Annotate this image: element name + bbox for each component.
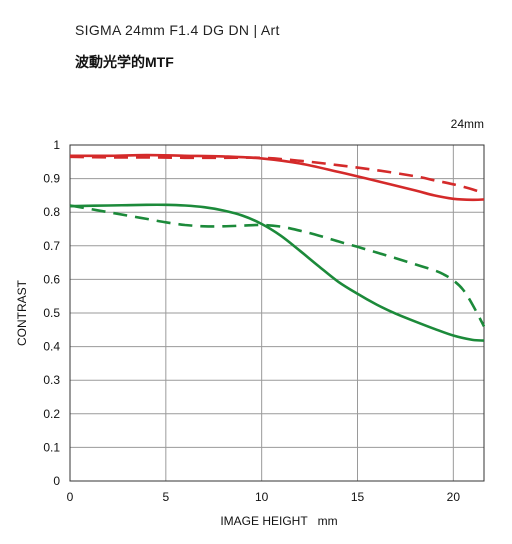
- y-axis-label: CONTRAST: [15, 279, 29, 346]
- y-tick-label: 0.9: [43, 172, 60, 186]
- x-tick-label: 20: [447, 490, 461, 504]
- grid-lines: [69, 144, 484, 482]
- mtf-series-line-1: [69, 153, 485, 202]
- y-tick-label: 0.8: [43, 205, 60, 219]
- chart-title: SIGMA 24mm F1.4 DG DN | Art: [75, 22, 280, 38]
- x-axis-label: IMAGE HEIGHT mm: [220, 514, 337, 528]
- y-tick-label: 0.4: [43, 340, 60, 354]
- x-tick-label: 0: [67, 490, 74, 504]
- x-tick-labels: 0 5 10 15 20: [67, 490, 461, 504]
- plot-frame: [69, 144, 485, 482]
- x-tick-label: 5: [162, 490, 169, 504]
- y-tick-label: 0.2: [43, 407, 60, 421]
- mtf-series-line-3: [69, 203, 485, 342]
- mtf-series-line-4: [69, 204, 486, 328]
- y-tick-label: 0.7: [43, 239, 60, 253]
- y-tick-labels: 0 0.1 0.2 0.3 0.4 0.5 0.6 0.7 0.8 0.9 1: [43, 138, 60, 488]
- x-tick-label: 15: [351, 490, 365, 504]
- chart-subtitle: 波動光学的MTF: [75, 54, 174, 70]
- x-tick-label: 10: [255, 490, 269, 504]
- y-tick-label: 1: [53, 138, 60, 152]
- y-tick-label: 0: [53, 474, 60, 488]
- series-lines: [69, 153, 486, 342]
- y-tick-label: 0.5: [43, 306, 60, 320]
- y-tick-label: 0.1: [43, 440, 60, 454]
- mtf-series-line-2: [69, 155, 485, 195]
- focal-length-label: 24mm: [451, 117, 484, 131]
- y-tick-label: 0.3: [43, 373, 60, 387]
- y-tick-label: 0.6: [43, 272, 60, 286]
